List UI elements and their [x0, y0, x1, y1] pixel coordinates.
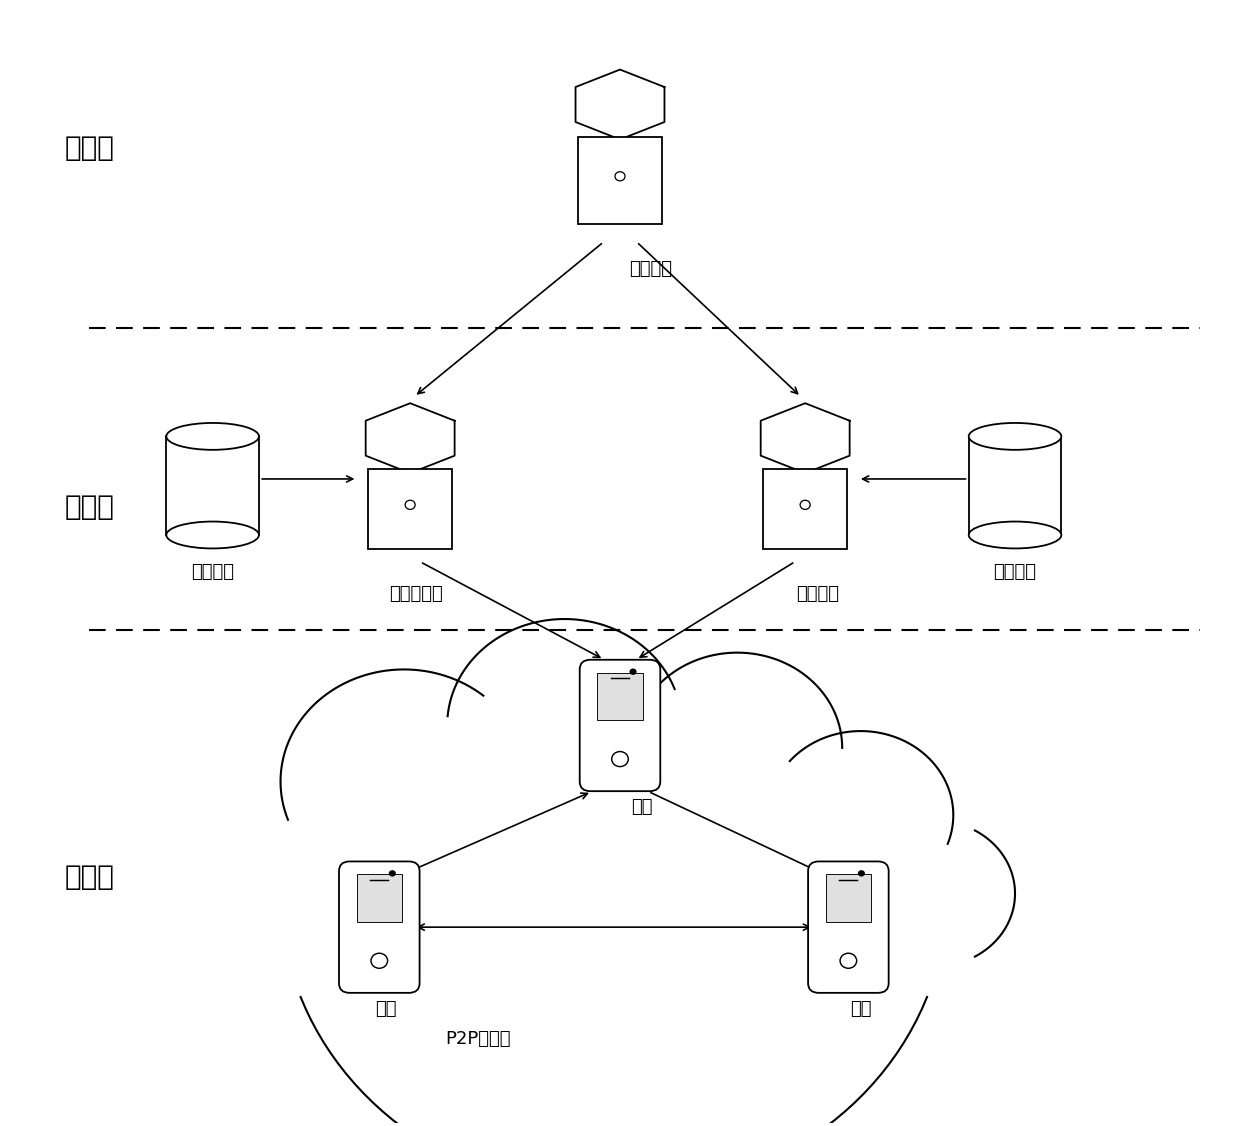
Ellipse shape — [968, 423, 1061, 449]
Text: 终端: 终端 — [849, 1000, 872, 1018]
Polygon shape — [763, 468, 847, 548]
Text: 数据仓库: 数据仓库 — [993, 563, 1037, 581]
Text: 服务层: 服务层 — [64, 493, 114, 521]
Text: 管理层: 管理层 — [64, 134, 114, 162]
Polygon shape — [826, 875, 870, 921]
Text: 索引服务器: 索引服务器 — [389, 586, 443, 604]
Text: 终端: 终端 — [374, 1000, 397, 1018]
Polygon shape — [368, 468, 453, 548]
Text: P2P自治域: P2P自治域 — [445, 1030, 511, 1048]
Text: 终端: 终端 — [631, 798, 653, 816]
FancyBboxPatch shape — [808, 861, 889, 993]
Text: 数据仓库: 数据仓库 — [191, 563, 234, 581]
FancyBboxPatch shape — [580, 660, 660, 792]
Text: 超级节点: 超级节点 — [796, 586, 839, 604]
Polygon shape — [357, 875, 402, 921]
Ellipse shape — [166, 521, 259, 548]
Ellipse shape — [166, 423, 259, 449]
Text: 终端层: 终端层 — [64, 863, 114, 891]
Circle shape — [389, 870, 396, 876]
Polygon shape — [598, 673, 642, 720]
Text: 管理中心: 管理中心 — [630, 260, 672, 278]
Polygon shape — [578, 137, 662, 224]
Ellipse shape — [968, 521, 1061, 548]
FancyBboxPatch shape — [339, 861, 419, 993]
Circle shape — [858, 870, 866, 876]
Circle shape — [630, 669, 636, 674]
